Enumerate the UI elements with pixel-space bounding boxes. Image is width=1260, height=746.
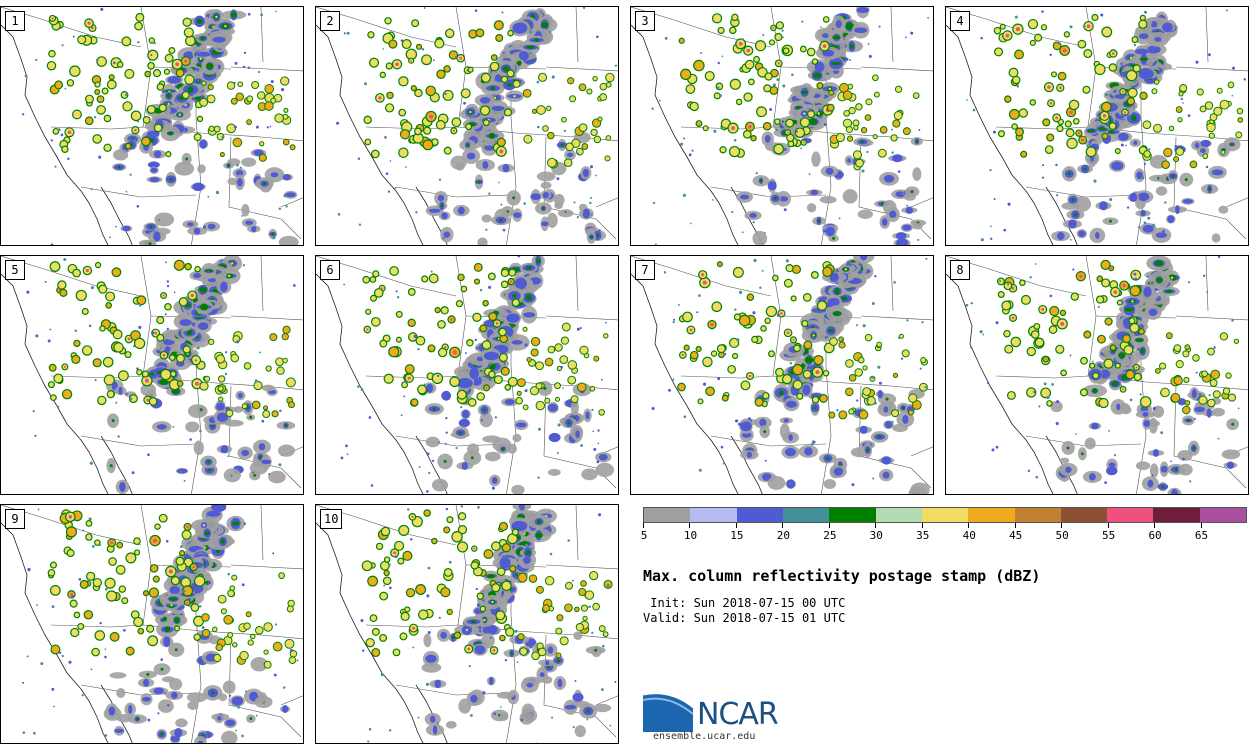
member-panel-3: 3 [630,6,934,246]
colorbar-tick-label: 10 [683,529,698,542]
colorbar-tick [1014,523,1016,528]
member-panel-2: 2 [315,6,619,246]
colorbar-tick [1154,523,1156,528]
panel-number: 4 [950,11,970,31]
colorbar-tick [1200,523,1202,528]
logo-text: NCAR [697,697,779,732]
colorbar-tick [1107,523,1109,528]
time-info: Init: Sun 2018-07-15 00 UTC Valid: Sun 2… [643,596,845,626]
panel-number: 6 [320,260,340,280]
colorbar-segment [829,508,876,522]
reflectivity-map [1,7,303,245]
reflectivity-map [316,256,618,494]
colorbar-segment [1199,508,1247,522]
colorbar-tick-label: 55 [1101,529,1116,542]
colorbar-segment [1107,508,1154,522]
panel-number: 9 [5,509,25,529]
colorbar-segment [736,508,783,522]
reflectivity-map [1,256,303,494]
colorbar-segment [921,508,969,522]
colorbar-tick-label: 40 [962,529,976,542]
colorbar-segment [1060,508,1108,522]
reflectivity-map [1,505,303,743]
colorbar [643,507,1247,523]
member-panel-5: 5 [0,255,304,495]
colorbar-tick-label: 45 [1009,529,1023,542]
ncar-logo-icon [643,691,696,732]
init-time: Init: Sun 2018-07-15 00 UTC [643,596,846,610]
colorbar-tick-label: 60 [1148,529,1162,542]
colorbar-tick [782,523,784,528]
member-panel-8: 8 [945,255,1249,495]
colorbar-tick [968,523,970,528]
colorbar-segment [1014,508,1061,522]
member-panel-1: 1 [0,6,304,246]
colorbar-ticks: 5 10 15 20 25 30 35 40 45 50 55 60 65 [640,523,1247,543]
reflectivity-map [316,505,618,743]
colorbar-tick-label: 5 [640,529,648,542]
colorbar-segment [690,508,737,522]
valid-time: Valid: Sun 2018-07-15 01 UTC [643,611,846,625]
colorbar-tick-label: 30 [869,529,883,542]
colorbar-segment [875,508,922,522]
colorbar-tick [828,523,830,528]
colorbar-tick [643,523,644,528]
panel-number: 3 [635,11,655,31]
plot-title: Max. column reflectivity postage stamp (… [643,567,1041,585]
member-panel-7: 7 [630,255,934,495]
colorbar-tick-label: 15 [730,529,744,542]
colorbar-tick [875,523,877,528]
panel-number: 5 [5,260,25,280]
colorbar-tick-label: 50 [1055,529,1069,542]
logo-url: ensemble.ucar.edu [653,731,756,742]
colorbar-segment [782,508,830,522]
reflectivity-map [631,7,933,245]
colorbar-tick [921,523,923,528]
colorbar-segment [968,508,1015,522]
colorbar-segment [1153,508,1200,522]
colorbar-tick-label: 65 [1194,529,1209,542]
reflectivity-map [316,7,618,245]
member-panel-9: 9 [0,504,304,744]
panel-number: 2 [320,11,340,31]
panel-number: 1 [5,11,25,31]
colorbar-tick [1061,523,1063,528]
panel-number: 7 [635,260,655,280]
colorbar-tick [689,523,691,528]
member-panel-6: 6 [315,255,619,495]
member-panel-10: 10 [315,504,619,744]
panel-number: 10 [320,509,343,529]
panel-number: 8 [950,260,970,280]
colorbar-segment [644,508,691,522]
reflectivity-map [946,7,1248,245]
colorbar-tick-label: 20 [776,529,790,542]
reflectivity-map [946,256,1248,494]
colorbar-tick-label: 25 [823,529,837,542]
colorbar-tick-label: 35 [916,529,930,542]
member-panel-4: 4 [945,6,1249,246]
colorbar-tick [735,523,737,528]
reflectivity-map [631,256,933,494]
